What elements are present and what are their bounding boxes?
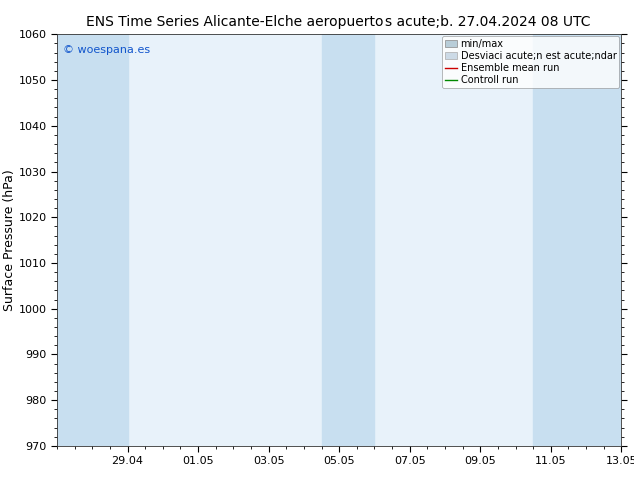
Y-axis label: Surface Pressure (hPa): Surface Pressure (hPa) [3, 169, 16, 311]
Legend: min/max, Desviaci acute;n est acute;ndar, Ensemble mean run, Controll run: min/max, Desviaci acute;n est acute;ndar… [442, 36, 619, 88]
Text: s acute;b. 27.04.2024 08 UTC: s acute;b. 27.04.2024 08 UTC [385, 15, 591, 29]
Bar [57, 34, 127, 446]
Text: ENS Time Series Alicante-Elche aeropuerto: ENS Time Series Alicante-Elche aeropuert… [86, 15, 384, 29]
Text: © woespana.es: © woespana.es [63, 45, 150, 54]
Bar [533, 34, 621, 446]
Bar [321, 34, 375, 446]
